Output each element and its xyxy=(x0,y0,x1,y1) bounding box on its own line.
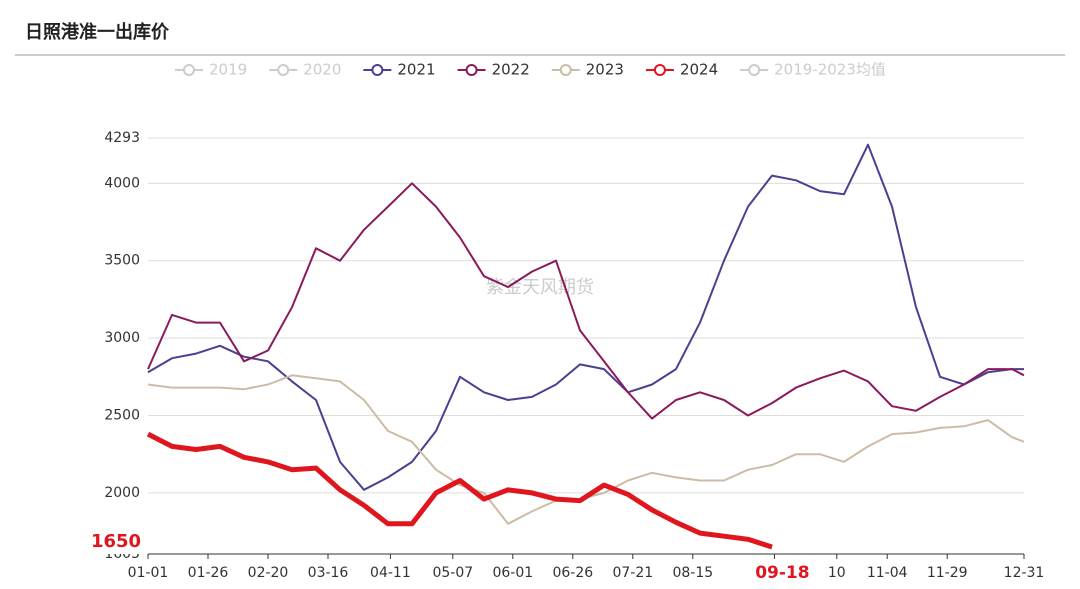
legend-label[interactable]: 2019 xyxy=(209,61,247,79)
annotation: 1650 xyxy=(91,531,141,552)
x-tick-label: 06-01 xyxy=(492,565,533,581)
y-tick-label: 4000 xyxy=(104,175,140,191)
legend-label[interactable]: 2023 xyxy=(586,61,624,79)
x-tick-label: 12-31 xyxy=(1004,565,1045,581)
legend-label[interactable]: 2022 xyxy=(492,61,530,79)
x-tick-label: 04-11 xyxy=(370,565,411,581)
chart-title: 日照港准一出库价 xyxy=(25,21,170,43)
series-line xyxy=(147,374,1025,525)
annotation-box xyxy=(90,528,142,554)
legend-swatch-dot xyxy=(748,64,761,76)
legend-swatch-dot xyxy=(277,64,290,76)
x-tick-label: 06-26 xyxy=(552,565,593,581)
legend-label[interactable]: 2019-2023均值 xyxy=(774,61,886,79)
y-tick-label: 3500 xyxy=(104,253,140,269)
x-tick-label: 01-26 xyxy=(188,565,229,581)
x-tick-label: 07-21 xyxy=(612,565,653,581)
y-tick-label: 2500 xyxy=(104,407,140,423)
x-tick-label: 03-16 xyxy=(308,565,349,581)
legend-label[interactable]: 2024 xyxy=(680,61,718,79)
x-tick-label: 11-29 xyxy=(927,565,968,581)
y-tick-label: 4293 xyxy=(104,130,140,146)
series-line xyxy=(147,143,1024,491)
legend-label[interactable]: 2021 xyxy=(397,61,435,79)
watermark: 紫金天风期货 xyxy=(486,277,594,298)
legend-swatch-dot xyxy=(653,64,666,76)
series-line xyxy=(146,431,773,550)
legend-swatch-dot xyxy=(371,64,384,76)
legend-swatch-dot xyxy=(183,64,195,76)
y-tick-label: 2000 xyxy=(104,485,140,501)
legend-swatch-dot xyxy=(465,64,478,76)
x-tick-label: 01-01 xyxy=(128,565,169,581)
x-tick-label: 02-20 xyxy=(248,565,289,581)
x-tick-label: 10 xyxy=(828,565,846,581)
x-tick-label: 05-07 xyxy=(432,565,473,581)
y-tick-label: 3000 xyxy=(104,330,140,346)
x-tick-label: 08-15 xyxy=(672,565,713,581)
x-tick-label: 11-04 xyxy=(867,565,908,581)
series-line xyxy=(147,182,1025,420)
legend-swatch-dot xyxy=(559,64,572,76)
legend-label[interactable]: 2020 xyxy=(303,61,341,79)
x-tick-label: 09-18 xyxy=(755,563,809,583)
